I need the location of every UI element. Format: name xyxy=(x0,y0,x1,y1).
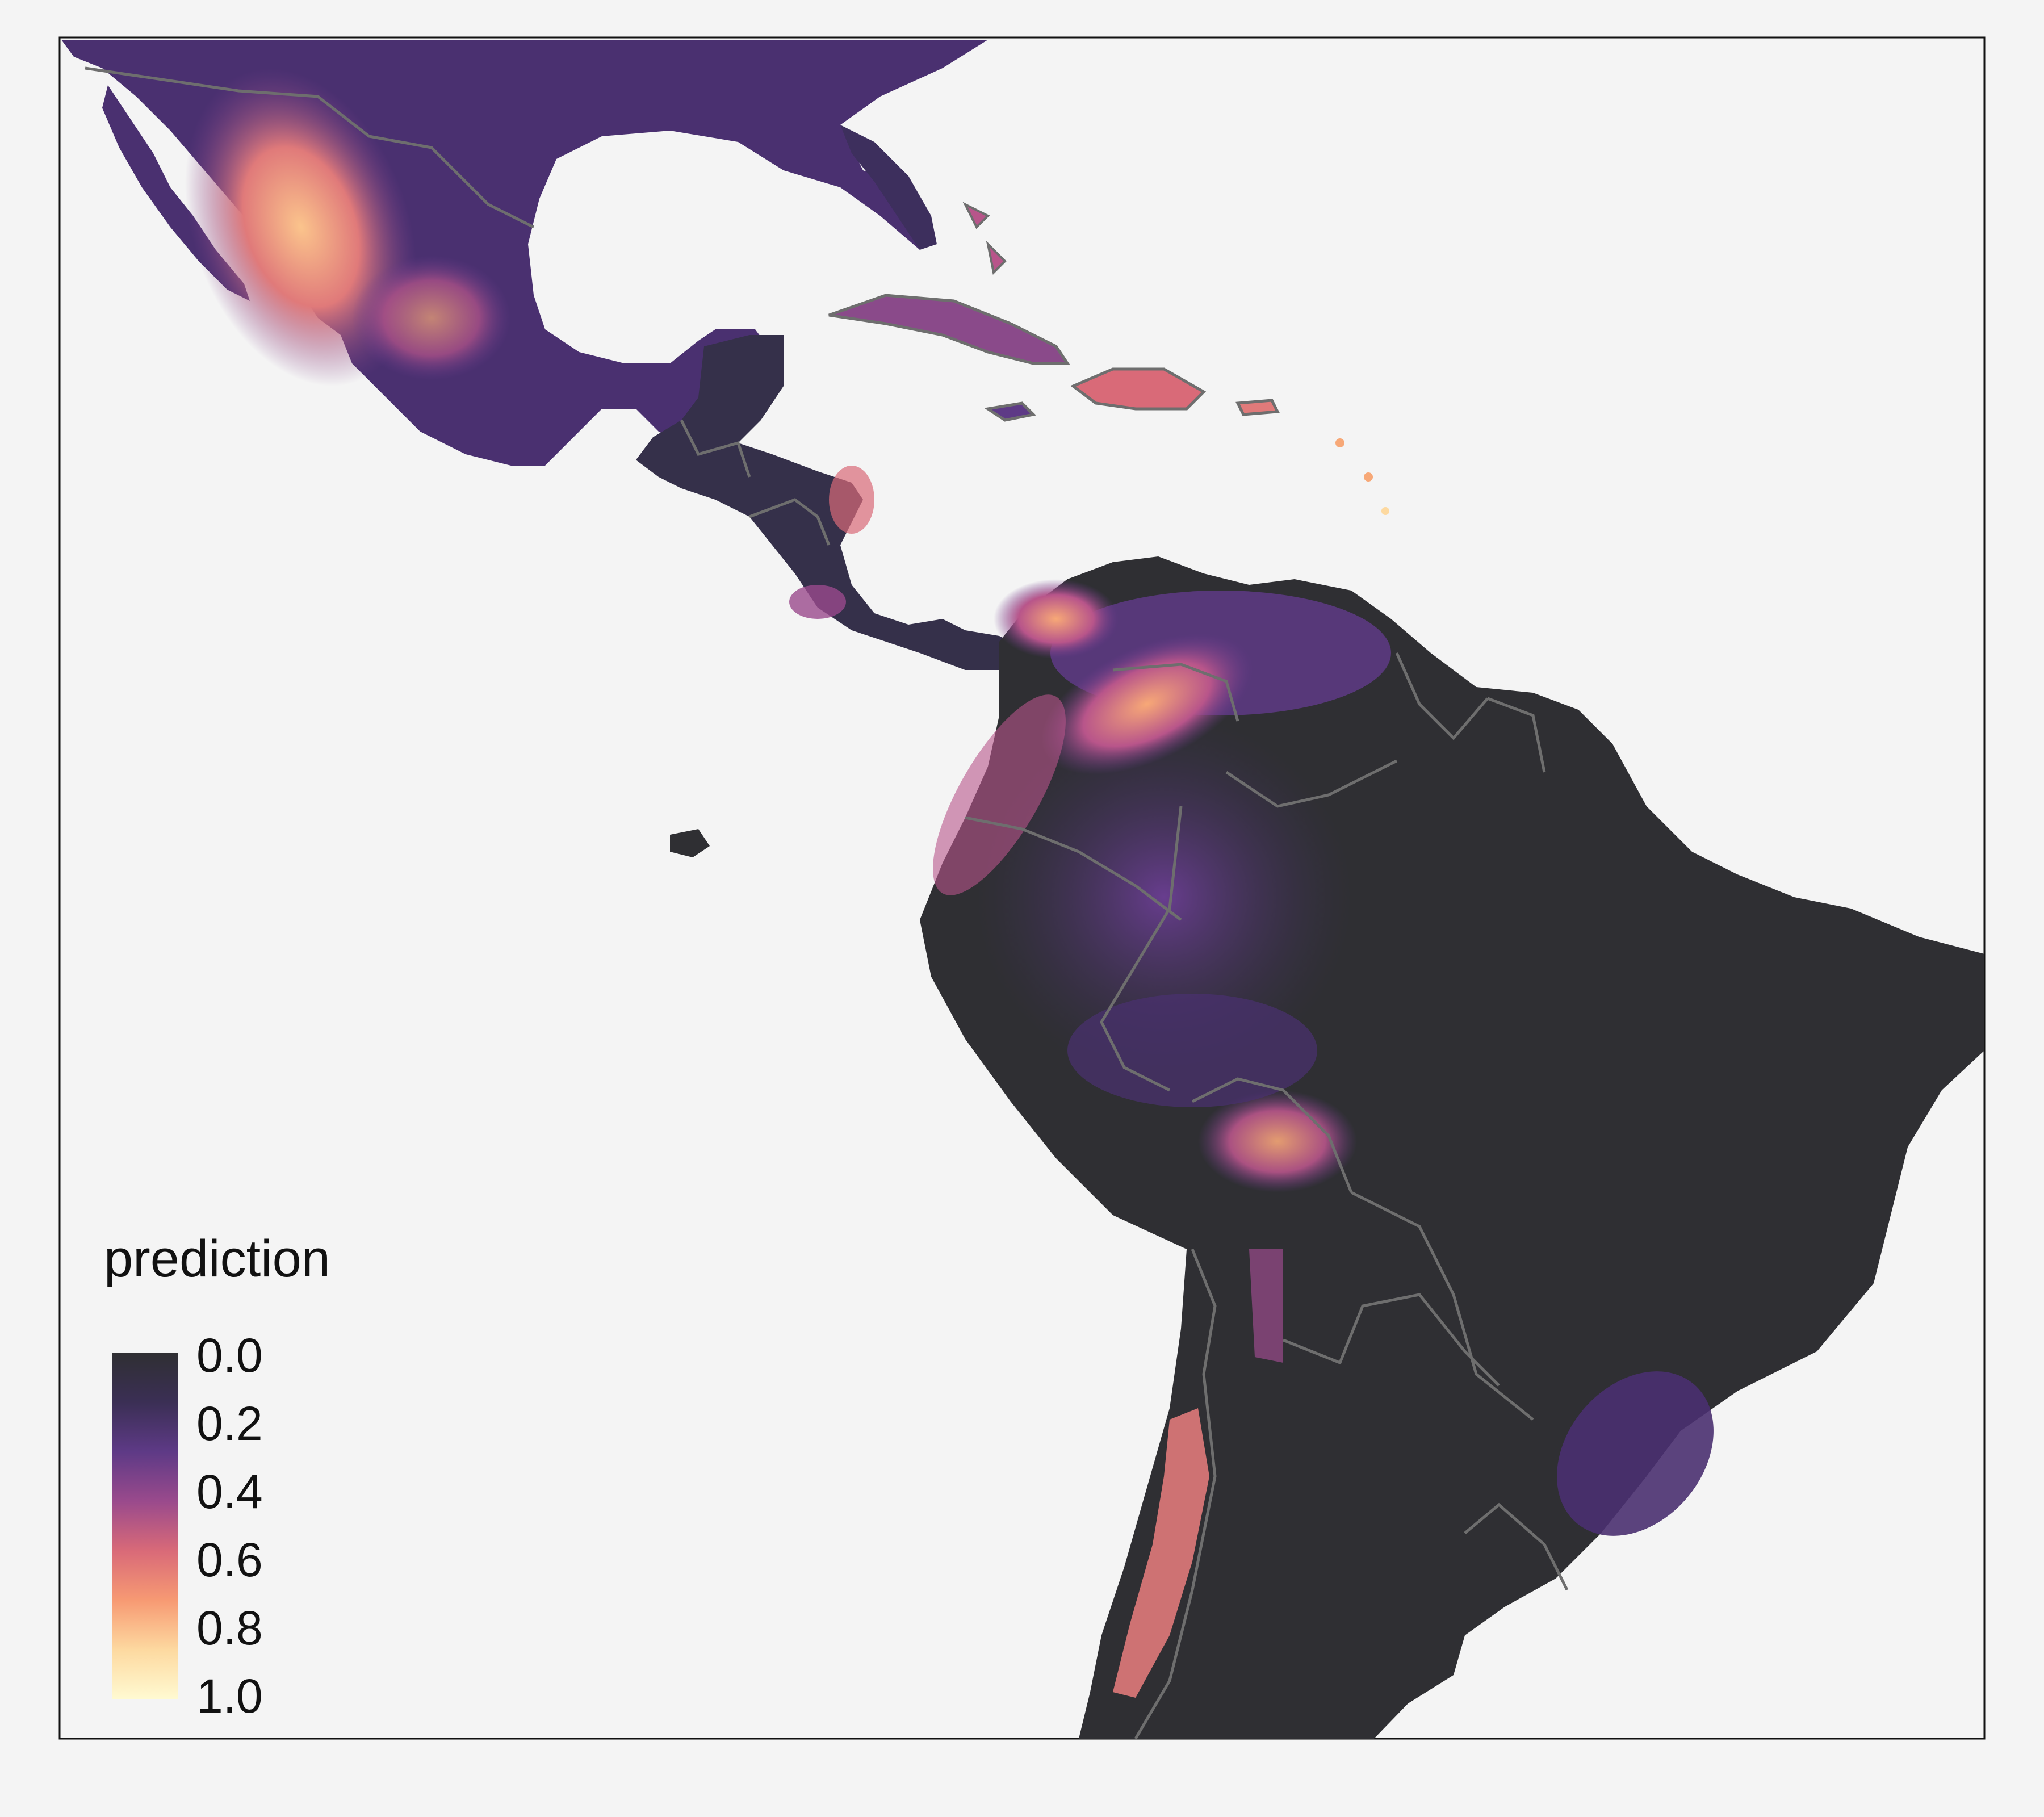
landmass-jamaica xyxy=(984,401,1037,422)
region-western-amazon xyxy=(977,715,1351,1079)
landmass-puerto-rico xyxy=(1235,399,1280,416)
legend-tick-label: 0.4 xyxy=(196,1465,263,1518)
landmass-galapagos xyxy=(670,829,710,857)
landmass-central-america xyxy=(636,335,1022,670)
legend-tick-label: 1.0 xyxy=(196,1669,263,1723)
legend-colorbar xyxy=(112,1353,178,1699)
landmass-florida xyxy=(840,125,937,250)
legend-tick-label: 0.6 xyxy=(196,1533,263,1586)
legend-title: prediction xyxy=(104,1230,330,1288)
country-borders xyxy=(85,66,1569,1740)
legend-tick-label: 0.8 xyxy=(196,1601,263,1655)
landmass-hispaniola xyxy=(1070,367,1207,411)
landmass-cuba xyxy=(828,294,1070,365)
hotspot-venezuela-llanos xyxy=(1041,634,1253,774)
hotspot-chile xyxy=(1113,1408,1209,1698)
legend-tick-label: 0.0 xyxy=(196,1329,263,1382)
hotspot-bolivia xyxy=(1198,1090,1357,1192)
legend-tick-label: 0.2 xyxy=(196,1397,263,1450)
